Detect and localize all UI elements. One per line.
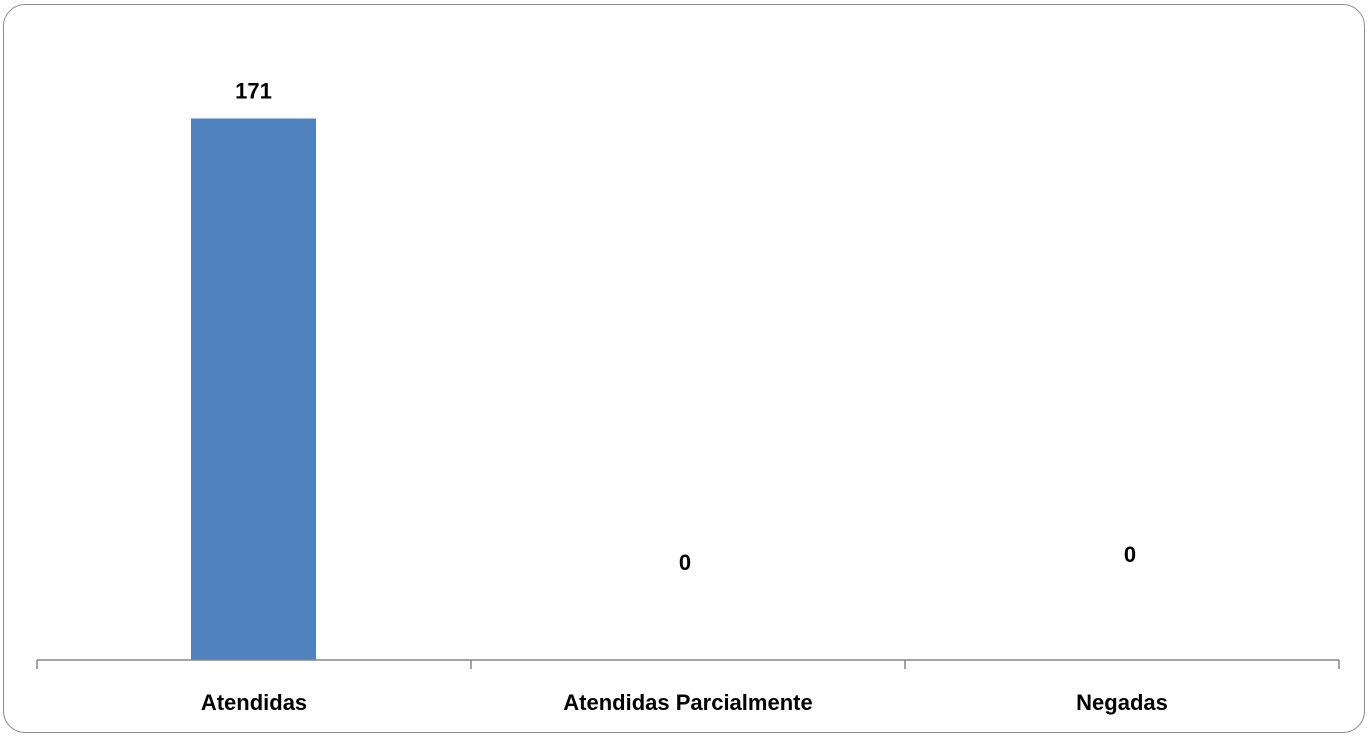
data-label: 0	[1124, 542, 1136, 567]
category-label: Negadas	[1076, 690, 1168, 715]
x-axis-ticks	[36, 660, 1340, 669]
data-label: 171	[235, 79, 272, 104]
bars-group	[191, 118, 316, 660]
bar-atendidas	[191, 118, 316, 660]
data-label: 0	[679, 550, 691, 575]
data-labels: 171 0 0	[235, 79, 1136, 576]
category-label: Atendidas	[201, 690, 307, 715]
category-label: Atendidas Parcialmente	[563, 690, 812, 715]
category-labels: Atendidas Atendidas Parcialmente Negadas	[201, 690, 1168, 715]
